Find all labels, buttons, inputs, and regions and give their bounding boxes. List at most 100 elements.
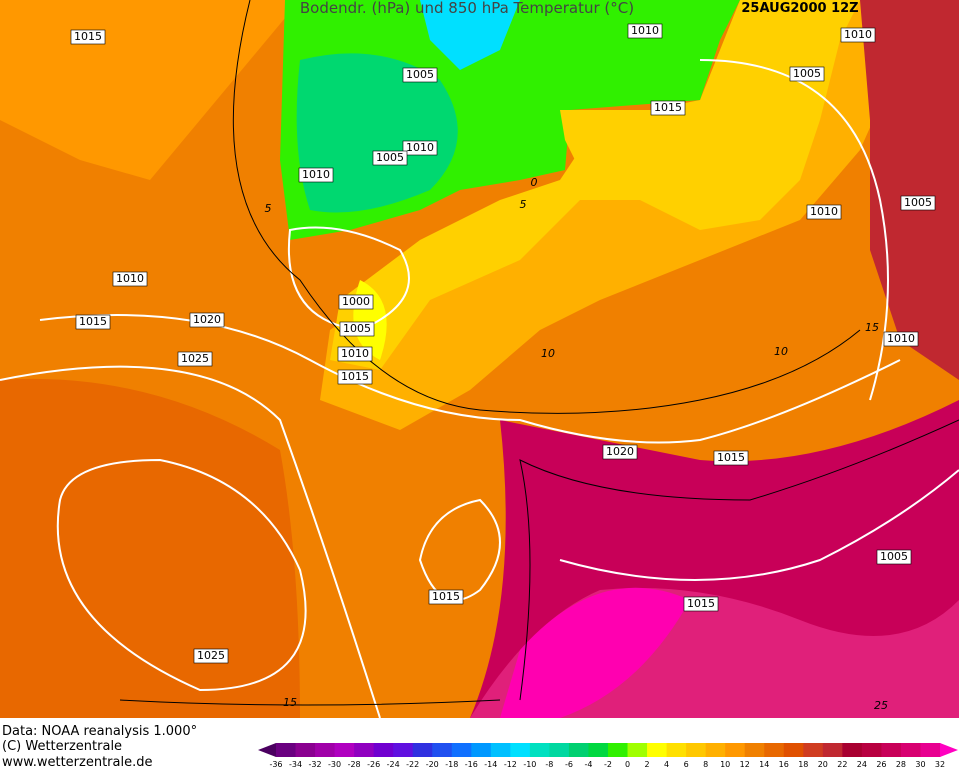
isobar-label: 1010 — [844, 28, 872, 41]
colorbar-segment — [315, 743, 336, 757]
colorbar-label: -16 — [465, 760, 478, 769]
colorbar-label: -8 — [545, 760, 553, 769]
isobar-label-box — [70, 29, 106, 45]
colorbar-segment — [412, 743, 433, 757]
isobar-label-box — [298, 167, 334, 183]
isobar-label: 1005 — [376, 151, 404, 164]
colorbar-end — [940, 743, 958, 757]
colorbar-label: -28 — [348, 760, 361, 769]
colorbar-label: -6 — [565, 760, 573, 769]
isobar-label-box — [372, 150, 408, 166]
isobar-label-box — [337, 369, 373, 385]
temperature-label: 15 — [283, 696, 297, 709]
colorbar-segment — [549, 743, 570, 757]
temp-area — [296, 53, 458, 213]
temperature-label: 15 — [865, 321, 879, 334]
colorbar-segment — [490, 743, 511, 757]
colorbar-segment — [842, 743, 863, 757]
colorbar-label: 26 — [876, 760, 886, 769]
isobar-label-box — [177, 351, 213, 367]
isobar-label: 1020 — [193, 313, 221, 326]
colorbar-segment — [725, 743, 746, 757]
url-text: www.wetterzentrale.de — [2, 755, 152, 770]
temperature-label: 10 — [774, 345, 788, 358]
colorbar-segment — [432, 743, 453, 757]
colorbar-segment — [900, 743, 921, 757]
isobar-label: 1010 — [887, 332, 915, 345]
temp-area — [0, 0, 300, 180]
isobar-label: 1015 — [79, 315, 107, 328]
isobar-label-box — [806, 204, 842, 220]
colorbar-label: -26 — [367, 760, 380, 769]
colorbar-segment — [666, 743, 687, 757]
colorbar-label: 30 — [915, 760, 925, 769]
isobar-label-box — [627, 23, 663, 39]
colorbar-label: 20 — [818, 760, 828, 769]
isobar-label: 1005 — [904, 196, 932, 209]
colorbar-segment — [529, 743, 550, 757]
temp-area — [500, 587, 690, 718]
isobar-label-box — [193, 648, 229, 664]
colorbar-segment — [510, 743, 531, 757]
isobar-label-box — [840, 27, 876, 43]
colorbar-segment — [471, 743, 492, 757]
colorbar-segment — [803, 743, 824, 757]
colorbar-label: 22 — [837, 760, 847, 769]
isobar-label-box — [337, 346, 373, 362]
colorbar-segment — [783, 743, 804, 757]
colorbar-segment — [295, 743, 316, 757]
colorbar-label: 10 — [720, 760, 730, 769]
colorbar-segment — [764, 743, 785, 757]
isobar-label: 1015 — [687, 597, 715, 610]
isobar-label-box — [75, 314, 111, 330]
colorbar-segment — [686, 743, 707, 757]
colorbar-segment — [354, 743, 375, 757]
isobar-label: 1015 — [654, 101, 682, 114]
colorbar: -36 -34 -32 -30 -28 -26 -24 -22 -20 -18 -16 -14 -12-… — [258, 743, 958, 769]
isobar-label-box — [112, 271, 148, 287]
isobar-label: 1015 — [432, 590, 460, 603]
colorbar-segment — [451, 743, 472, 757]
isobar-label: 1005 — [793, 67, 821, 80]
isobar-label-box — [428, 589, 464, 605]
colorbar-label: 6 — [684, 760, 689, 769]
colorbar-end — [258, 743, 276, 757]
colorbar-label: -36 — [269, 760, 282, 769]
colorbar-segment — [276, 743, 297, 757]
colorbar-label: 4 — [664, 760, 669, 769]
colorbar-label: 28 — [896, 760, 906, 769]
colorbar-segment — [627, 743, 648, 757]
isobar-label-box — [339, 321, 375, 337]
isobar-label: 1010 — [341, 347, 369, 360]
colorbar-label: -22 — [406, 760, 419, 769]
isobar-label-box — [883, 331, 919, 347]
colorbar-label: -2 — [604, 760, 612, 769]
colorbar-label: -12 — [504, 760, 517, 769]
colorbar-segment — [568, 743, 589, 757]
temperature-label: 0 — [531, 176, 538, 189]
colorbar-label: -14 — [484, 760, 497, 769]
isobar-label-box — [338, 294, 374, 310]
isobar-label: 1015 — [717, 451, 745, 464]
temp-area — [420, 0, 520, 70]
colorbar-segment — [705, 743, 726, 757]
colorbar-segment — [744, 743, 765, 757]
isobar-label-box — [402, 67, 438, 83]
colorbar-segment — [647, 743, 668, 757]
isobar-label-box — [650, 100, 686, 116]
isobar-label: 1005 — [880, 550, 908, 563]
isobar-label: 1025 — [197, 649, 225, 662]
isobar-label-box — [402, 140, 438, 156]
colorbar-label: -10 — [523, 760, 536, 769]
copyright-text: (C) Wetterzentrale — [2, 739, 122, 754]
colorbar-label: 18 — [798, 760, 808, 769]
isobar-label: 1015 — [74, 30, 102, 43]
isobar-label-box — [789, 66, 825, 82]
isobar-label: 1020 — [606, 445, 634, 458]
isobar-label: 1010 — [631, 24, 659, 37]
isobar-label: 1010 — [116, 272, 144, 285]
colorbar-label: 24 — [857, 760, 867, 769]
colorbar-segment — [373, 743, 394, 757]
isobar-label: 1010 — [302, 168, 330, 181]
isobar-label-box — [713, 450, 749, 466]
